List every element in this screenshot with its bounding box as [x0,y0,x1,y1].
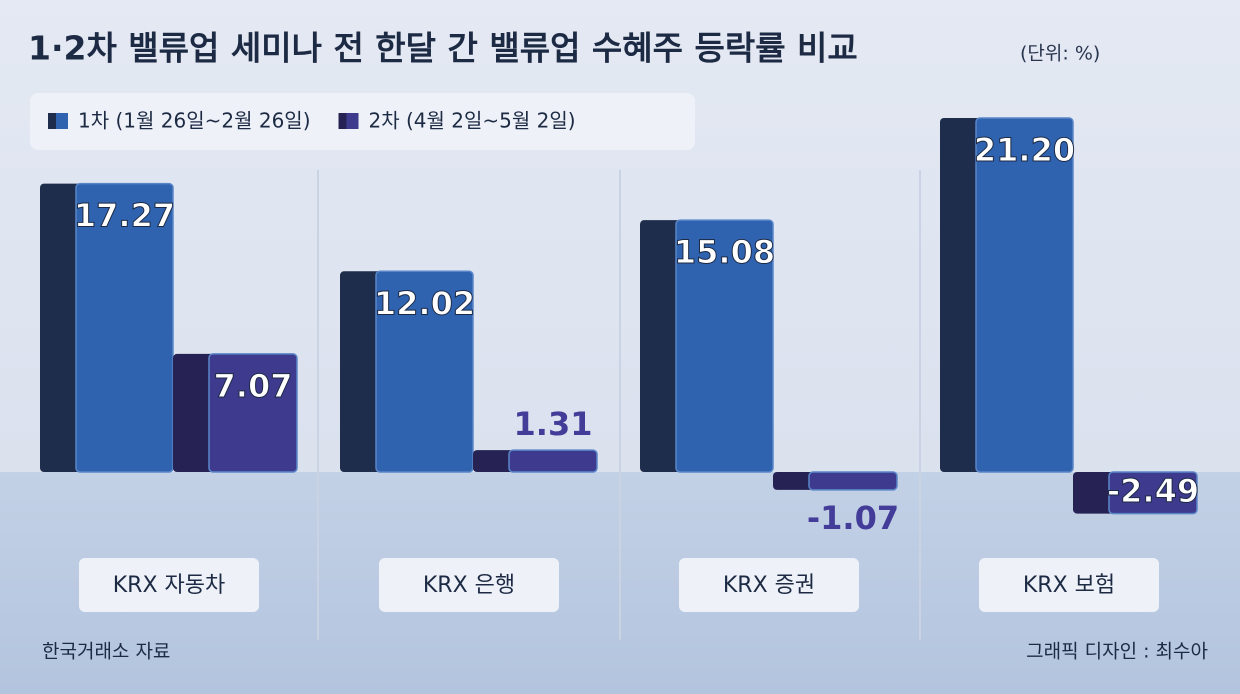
unit-note: (단위: %) [1020,43,1100,65]
bar-side [473,450,515,472]
bar [975,117,1074,473]
x-tick-label: KRX 보험 [1023,573,1115,598]
bar-side [640,220,682,472]
value-label: 21.20 [974,131,1075,169]
bar-side [773,472,815,490]
x-tick-label: KRX 자동차 [113,573,226,598]
value-label: 12.02 [374,284,475,322]
category-box [79,558,259,612]
x-tick-label: KRX 증권 [723,573,815,598]
bar [675,219,774,473]
bar-side [940,117,982,473]
value-label: 7.07 [214,367,293,405]
legend-swatch [346,113,359,129]
value-label: 15.08 [674,233,775,271]
bar [75,182,174,473]
category-box [379,558,559,612]
bar [508,449,598,473]
legend-label: 2차 (4월 2일~5월 2일) [369,109,576,133]
legend-swatch-side [48,113,56,129]
bar-side [340,271,382,472]
bar-side [40,183,82,472]
x-tick-label: KRX 은행 [423,573,515,598]
bar [375,270,474,473]
value-label: -1.07 [807,499,899,537]
bar [1108,471,1198,515]
legend-swatch [56,113,68,129]
value-label: 1.31 [514,405,593,443]
category-box [679,558,859,612]
category-box [979,558,1159,612]
legend-label: 1차 (1월 26일~2월 26일) [78,109,311,133]
legend-swatch-side [338,113,347,129]
legend-box [30,93,695,150]
source: 한국거래소 자료 [42,641,170,663]
bar [208,353,298,473]
chart-title: 1·2차 밸류업 세미나 전 한달 간 밸류업 수혜주 등락률 비교 [28,29,858,68]
value-label: -2.49 [1107,472,1199,510]
bar [808,471,898,491]
dividers [317,170,921,640]
bar-side [173,353,215,472]
bar-side [1073,472,1115,514]
credit: 그래픽 디자인 : 최수아 [1026,641,1208,663]
value-label: 17.27 [74,197,175,235]
